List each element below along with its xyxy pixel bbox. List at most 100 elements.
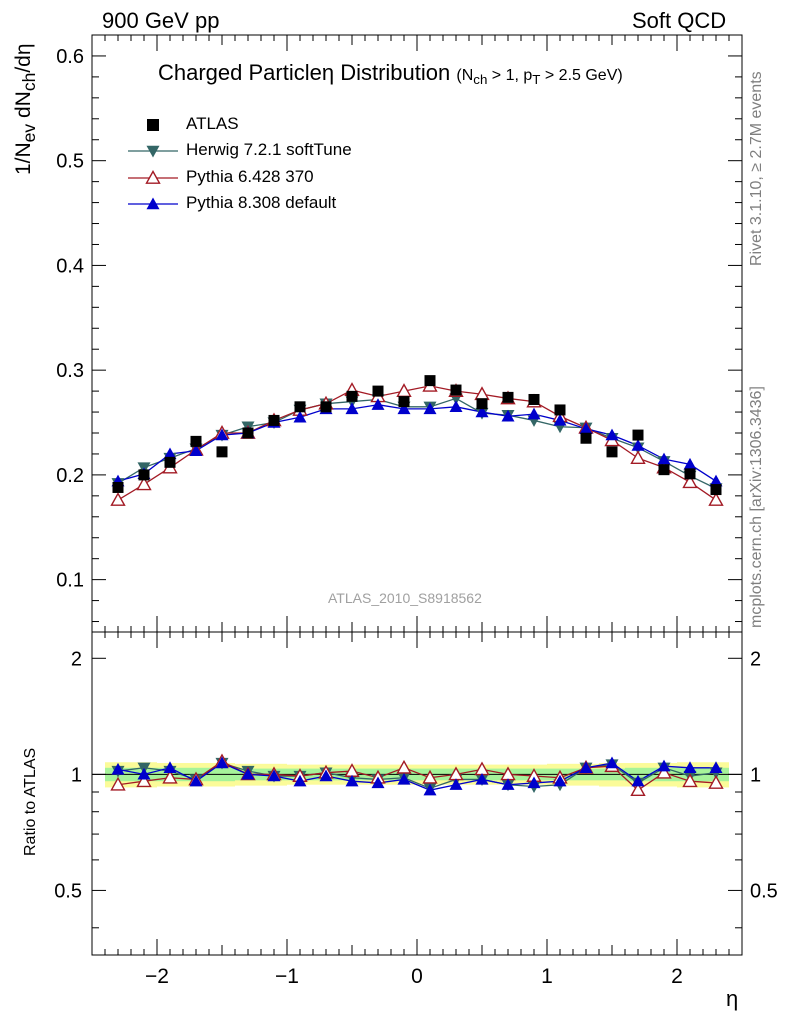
pythia6-point [110,492,126,506]
pythia8-ratio-point [423,783,437,796]
pythia8-point [345,402,359,415]
atlas-point [450,384,462,396]
main-plot-frame: 0.1 0.2 0.3 0.4 0.5 0.6 [56,34,743,633]
atlas-point [320,401,332,413]
pythia8-ratio-point [605,756,619,769]
pythia8-point [605,428,619,441]
x-tick-label: 1 [541,965,553,988]
atlas-point [502,391,514,403]
y-tick-label-ratio-right: 2 [750,648,761,670]
pythia8-ratio-point [631,774,645,787]
atlas-point [580,432,592,444]
y-tick-label-main: 0.6 [56,46,84,68]
atlas-point [138,469,150,481]
legend-label-pythia8: Pythia 8.308 default [186,193,337,212]
ratio-plot-frame: 0.5 0.5 1 1 2 2 −2 −1 0 1 2 [54,631,778,988]
ratio-plot-series [110,753,724,797]
pythia8-ratio-point [163,761,177,773]
pythia6-ratio-point [162,769,178,784]
y-tick-label-main: 0.4 [56,255,84,277]
atlas-point [632,429,644,441]
rivet-version-label: Rivet 3.1.10, ≥ 2.7M events [748,71,765,266]
pythia8-point [631,439,645,451]
pythia8-ratio-point [709,761,723,773]
chart-title-cuts: (Nch > 1, pT > 2.5 GeV) [456,67,623,88]
pythia6-ratio-point [110,776,126,791]
atlas-point [346,390,358,402]
pythia8-ratio-point [475,772,489,785]
pythia8-ratio-point [579,761,593,773]
pythia8-point [501,409,515,422]
main-plot-series [110,375,724,506]
pythia8-point [293,410,307,423]
atlas-point [190,435,202,447]
pythia8-point [449,400,463,413]
atlas-point [294,401,306,413]
pythia8-point [709,474,723,487]
pythia6-point [136,476,152,491]
atlas-point [554,404,566,416]
x-tick-label: 2 [671,965,683,988]
y-tick-label-ratio: 2 [71,648,82,670]
pythia8-ratio-point [189,774,203,787]
pythia8-ratio-point [345,774,359,787]
pythia8-ratio-point [397,772,411,785]
atlas-point [424,375,436,387]
atlas-point [164,456,176,468]
pythia8-ratio-point [371,776,385,789]
pythia8-point [215,428,229,441]
pythia6-ratio-point [422,769,438,784]
legend-label-atlas: ATLAS [186,114,239,133]
legend-label-herwig: Herwig 7.2.1 softTune [186,140,352,159]
atlas-point [606,446,618,458]
y-tick-label-main: 0.5 [56,151,84,173]
y-tick-label-ratio: 1 [71,764,82,786]
legend-label-pythia6: Pythia 6.428 370 [186,167,314,186]
analysis-id-label: ATLAS_2010_S8918562 [328,590,482,606]
y-tick-label-ratio-right: 0.5 [750,880,778,902]
legend-marker-herwig [146,145,160,158]
pythia8-point [657,452,671,465]
legend-marker-pythia8 [146,197,160,210]
atlas-point [112,481,124,493]
atlas-point [268,414,280,426]
pythia6-ratio-point [682,773,698,788]
pythia8-ratio-point [527,776,541,789]
pythia6-point [630,450,646,465]
atlas-point [476,398,488,410]
chart-title-main: Charged Particleη Distribution [158,60,451,85]
header-category-label: Soft QCD [632,8,727,33]
atlas-point [372,385,384,397]
y-axis-label-ratio: Ratio to ATLAS [22,747,39,856]
pythia8-point [553,413,567,426]
atlas-point [528,393,540,405]
pythia8-ratio-point [501,778,515,790]
y-tick-label-main: 0.1 [56,570,84,592]
pythia8-ratio-point [683,761,697,773]
pythia8-point [527,407,541,420]
pythia6-point [682,474,698,489]
atlas-point [684,468,696,480]
chart-title: Charged Particleη Distribution (Nch > 1,… [158,60,623,87]
pythia8-point [683,457,697,470]
mcplots-source-label: mcplots.cern.ch [arXiv:1306.3436] [748,386,765,628]
pythia8-ratio-point [267,769,281,782]
pythia6-ratio-point [136,773,152,788]
pythia6-ratio-point [708,775,724,789]
x-tick-label: 0 [411,965,423,988]
pythia8-ratio-point [553,774,567,787]
x-axis-label: η [726,986,739,1011]
x-tick-label: −2 [145,965,169,988]
legend-marker-atlas [147,119,159,131]
atlas-point [710,484,722,496]
pythia8-ratio-point [293,774,307,787]
pythia6-point [708,492,724,506]
y-tick-label-ratio-right: 1 [750,764,761,786]
atlas-point [658,464,670,476]
pythia6-ratio-point [630,782,646,797]
pythia8-ratio-point [657,759,671,772]
pythia8-point [475,405,489,418]
x-tick-label: −1 [275,965,299,988]
y-tick-label-main: 0.3 [56,360,84,382]
